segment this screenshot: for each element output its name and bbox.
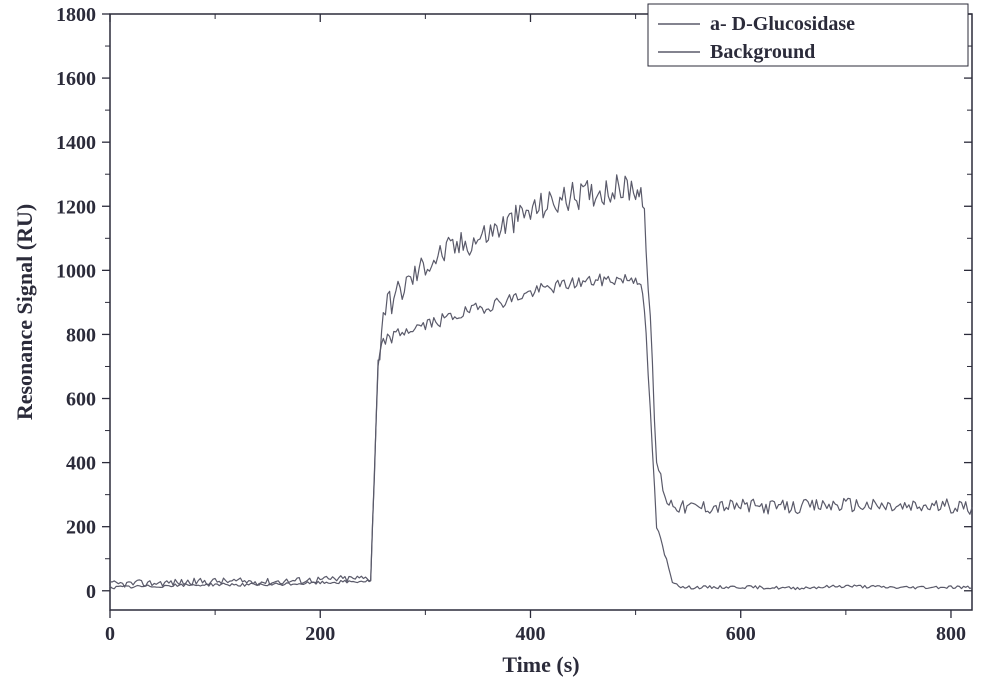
x-tick-label: 400 [515,623,545,645]
y-tick-label: 400 [66,453,96,475]
chart-svg: 0 200 400 600 800 0 200 400 600 800 1000 1200 1400 16… [0,0,1000,684]
plot-border [110,14,972,610]
legend-label: Background [710,41,815,63]
y-tick-label: 0 [86,581,96,603]
y-tick-label: 800 [66,324,96,346]
x-tick-label: 200 [305,623,335,645]
x-tick-label: 600 [726,623,756,645]
y-tick-label: 200 [66,517,96,539]
y-tick-label: 1400 [56,132,96,154]
y-tick-label: 1000 [56,260,96,282]
x-tick-label: 800 [936,623,966,645]
legend-label: a- D-Glucosidase [710,13,855,35]
y-axis-label: Resonance Signal (RU) [12,204,37,420]
chart-container: 0 200 400 600 800 0 200 400 600 800 1000 1200 1400 16… [0,0,1000,684]
series-line [110,274,972,589]
y-tick-label: 600 [66,389,96,411]
y-tick-label: 1800 [56,4,96,26]
series-line [110,175,972,587]
y-tick-label: 1600 [56,68,96,90]
y-tick-label: 1200 [56,196,96,218]
x-axis-label: Time (s) [502,652,579,677]
x-tick-label: 0 [105,623,115,645]
